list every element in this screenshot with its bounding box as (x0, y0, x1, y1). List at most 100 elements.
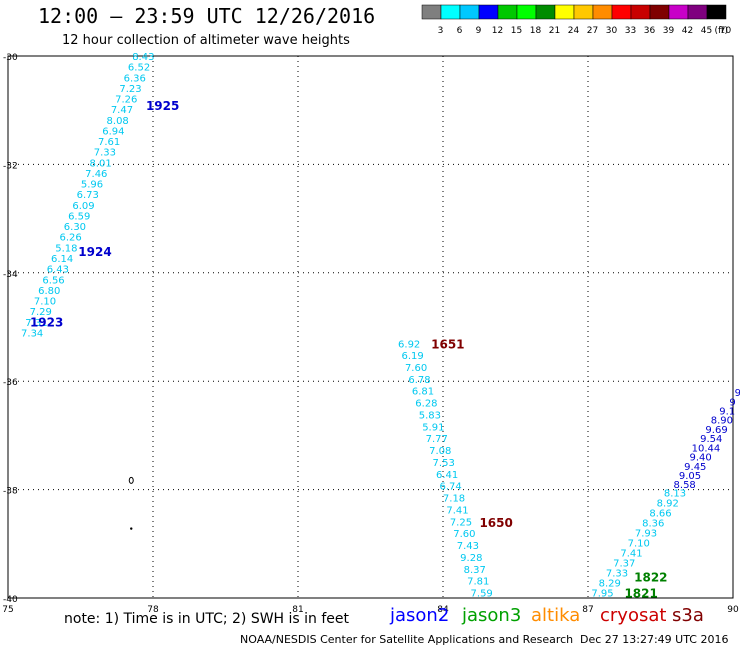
swh-value: 7.43 (457, 541, 479, 552)
colorbar-label: 12 (492, 26, 503, 36)
satellite-jason3: jason3 (462, 605, 522, 626)
wave-height-tracks: 8.436.526.367.237.267.478.086.947.617.33… (21, 52, 740, 600)
colorbar-label: 18 (530, 26, 542, 36)
swh-value: 9.40 (689, 453, 711, 464)
swh-value: 7.77 (426, 434, 448, 445)
swh-value: 8.90 (711, 416, 733, 427)
swh-value: 9 (729, 397, 735, 408)
colorbar-label: 15 (511, 26, 522, 36)
swh-value: 7.10 (628, 538, 650, 549)
colorbar-label: 3 (438, 26, 444, 36)
swh-value: 7.33 (94, 148, 116, 159)
swh-value: 8.58 (674, 480, 696, 491)
swh-value: 7.93 (635, 528, 657, 539)
y-tick-label: -32 (3, 161, 18, 171)
swh-value: 6.52 (128, 63, 150, 74)
pass-time-label: 1821 (624, 587, 657, 601)
swh-value: 7.47 (111, 105, 133, 116)
colorbar-label: 30 (606, 26, 618, 36)
colorbar-swatch (649, 4, 670, 20)
swh-value: 8.29 (599, 579, 621, 590)
colorbar-label: 42 (682, 26, 693, 36)
swh-value: 9.69 (705, 425, 727, 436)
swh-value: 7.34 (21, 328, 43, 339)
swh-value: 6.59 (68, 211, 90, 222)
x-tick-label: 75 (2, 605, 13, 615)
swh-value: 7.61 (98, 137, 120, 148)
colorbar-swatch (611, 4, 632, 20)
map-frame (7, 55, 734, 599)
swh-value: 6.43 (47, 265, 69, 276)
swh-value: 7.60 (405, 363, 427, 374)
swh-value: 7.08 (429, 446, 451, 457)
swh-value: 6.73 (77, 190, 99, 201)
swh-value: 6.19 (401, 351, 423, 362)
colorbar-label: 21 (549, 26, 560, 36)
satellite-s3a: s3a (672, 605, 704, 626)
swh-value: 6.09 (72, 201, 94, 212)
satellite-cryosat: cryosat (600, 605, 667, 626)
swh-value: 7.53 (433, 458, 455, 469)
swh-value: 8.92 (657, 498, 679, 509)
island-dot (130, 527, 133, 530)
pass-time-label: 1650 (479, 516, 512, 530)
swh-value: 5.96 (81, 180, 103, 191)
x-tick-label: 81 (292, 605, 303, 615)
swh-value: 10.44 (692, 443, 721, 454)
y-tick-label: -34 (3, 270, 18, 280)
swh-value: 9 (735, 388, 740, 399)
swh-value: 9.1 (719, 406, 735, 417)
colorbar-label: 9 (476, 26, 482, 36)
swh-value: 9.45 (684, 462, 706, 473)
swh-value: 8.37 (464, 565, 486, 576)
swh-value: 7.23 (119, 84, 141, 95)
swh-value: 5.83 (419, 410, 441, 421)
page-title: 12:00 – 23:59 UTC 12/26/2016 (38, 4, 376, 28)
colorbar-label: 45 (701, 26, 712, 36)
colorbar-swatch (573, 4, 594, 20)
colorbar-swatch (592, 4, 613, 20)
swh-value: 7.18 (443, 494, 465, 505)
x-tick-label: 84 (437, 605, 449, 615)
swh-value: 7.41 (620, 548, 642, 559)
swh-value: 8.08 (107, 116, 129, 127)
island-outline (128, 476, 134, 484)
pass-time-label: 1923 (30, 316, 63, 330)
swh-value: 6.56 (42, 275, 64, 286)
pass-time-labels: 1925 1924 1923 1651 1650 1822 1821 (30, 99, 668, 601)
colorbar-swatch (421, 4, 442, 20)
swh-value: 6.94 (102, 126, 124, 137)
swh-value: 6.80 (38, 286, 60, 297)
swh-value: 6.26 (60, 233, 82, 244)
generated-timestamp: Dec 27 13:27:49 UTC 2016 (580, 633, 729, 646)
color-scale-legend: 3 6 9 12 15 18 21 24 27 30 33 36 39 42 45 70(ft) (421, 4, 731, 36)
swh-value: 7.59 (471, 589, 493, 600)
pass-time-label: 1822 (634, 570, 667, 584)
colorbar-label: 6 (457, 26, 463, 36)
swh-value: 7.26 (115, 95, 137, 106)
colorbar-swatch (554, 4, 575, 20)
swh-value: 6.14 (51, 254, 73, 265)
swh-value: 8.43 (132, 52, 154, 63)
swh-value: 8.66 (649, 508, 671, 519)
x-tick-label: 78 (147, 605, 159, 615)
swh-value: 6.78 (408, 375, 430, 386)
colorbar-swatch (497, 4, 518, 20)
swh-value: 7.46 (85, 169, 107, 180)
y-tick-label: -30 (3, 53, 18, 63)
colorbar-label: 36 (644, 26, 656, 36)
footnote: note: 1) Time is in UTC; 2) SWH is in fe… (64, 611, 350, 627)
swh-value: 6.30 (64, 222, 86, 233)
swh-value: 7.25 (450, 517, 472, 528)
colorbar-swatch (668, 4, 689, 20)
y-tick-label: -36 (3, 378, 18, 388)
swh-value: 7.95 (591, 589, 613, 600)
pass-time-label: 1651 (431, 337, 464, 351)
colorbar-swatch (478, 4, 499, 20)
swh-value: 7.31 (25, 318, 47, 329)
y-tick-label: -38 (3, 487, 18, 497)
swh-value: 7.81 (467, 577, 489, 588)
swh-value: 9.54 (700, 434, 722, 445)
colorbar-swatch (440, 4, 461, 20)
x-tick-label: 90 (727, 605, 739, 615)
